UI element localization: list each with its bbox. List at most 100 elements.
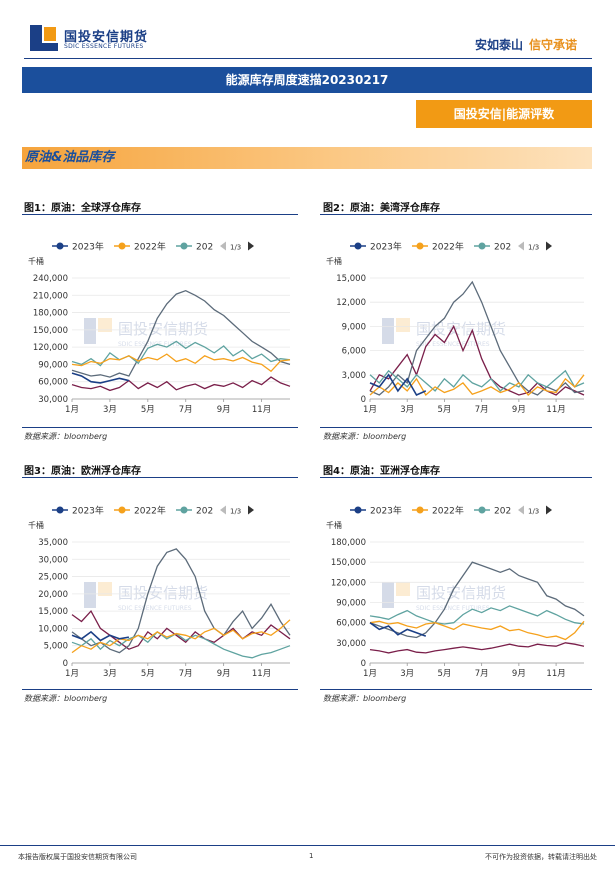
series-line-s2022 xyxy=(71,619,291,654)
x-tick-label: 9月 xyxy=(217,405,231,415)
x-tick-label: 7月 xyxy=(179,669,193,679)
series-line-s2023 xyxy=(369,373,427,397)
legend-next-icon xyxy=(248,241,254,251)
source-1-rule xyxy=(22,427,298,428)
figure-2-rule xyxy=(320,214,592,215)
series-line-s2021 xyxy=(71,631,291,659)
watermark-logo-icon xyxy=(382,582,394,608)
unit-label: 千桶 xyxy=(28,256,44,266)
series-line-s2019 xyxy=(71,376,291,392)
legend-marker xyxy=(478,506,486,514)
legend-label: 2023年 xyxy=(370,241,402,253)
watermark-logo-icon xyxy=(98,318,112,332)
footer-disclaimer: 不可作为投资依据，转载请注明出处 xyxy=(485,853,597,861)
series-line-s2020 xyxy=(71,548,291,654)
source-3-rule xyxy=(22,689,298,690)
y-tick-label: 20,000 xyxy=(38,590,68,600)
legend-pager: 1/3 xyxy=(230,508,241,516)
watermark: 国投安信期货 SDIC ESSENCE FUTURES xyxy=(382,318,506,348)
y-tick-label: 0 xyxy=(361,659,366,669)
series-line-s2020 xyxy=(369,280,585,396)
legend-prev-icon xyxy=(220,241,226,251)
watermark: 国投安信期货 SDIC ESSENCE FUTURES xyxy=(84,582,208,612)
y-tick-label: 90,000 xyxy=(38,360,68,370)
x-tick-label: 11月 xyxy=(252,405,271,415)
series-line-s2021 xyxy=(71,340,291,367)
legend-label: 202 xyxy=(196,243,213,253)
header-rule xyxy=(24,58,592,59)
watermark-text: 国投安信期货 xyxy=(118,320,208,338)
chart-usgulf-floating-storage: 国投安信期货 SDIC ESSENCE FUTURES 2023年 2022年 202 1… xyxy=(326,241,585,415)
watermark-logo-icon xyxy=(84,318,96,344)
x-tick-label: 5月 xyxy=(437,405,451,415)
chart-global-floating-storage: 国投安信期货 SDIC ESSENCE FUTURES 2023年 2022年 202 1… xyxy=(28,241,291,415)
source-2: 数据来源：bloomberg xyxy=(323,432,407,441)
watermark-logo-icon xyxy=(382,318,394,344)
chart-asia-floating-storage: 国投安信期货 SDIC ESSENCE FUTURES 2023年 2022年 202 1… xyxy=(326,505,585,679)
y-tick-label: 15,000 xyxy=(336,274,366,284)
y-tick-label: 25,000 xyxy=(38,573,68,583)
watermark-logo-icon xyxy=(84,582,96,608)
figure-4-title: 图4：原油：亚洲浮仓库存 xyxy=(323,466,440,477)
y-tick-label: 60,000 xyxy=(38,378,68,388)
figure-1-rule xyxy=(22,214,298,215)
legend-marker xyxy=(354,506,362,514)
x-tick-label: 1月 xyxy=(363,405,377,415)
legend-marker xyxy=(56,242,64,250)
x-tick-label: 5月 xyxy=(437,669,451,679)
x-tick-label: 9月 xyxy=(512,405,526,415)
legend-label: 2023年 xyxy=(72,241,104,253)
y-tick-label: 0 xyxy=(63,659,68,669)
source-3: 数据来源：bloomberg xyxy=(24,694,108,703)
x-tick-label: 9月 xyxy=(217,669,231,679)
y-tick-label: 210,000 xyxy=(33,291,68,301)
slogan-orange: 信守承诺 xyxy=(528,38,577,52)
footer-rule xyxy=(0,845,615,846)
series-line-s2021 xyxy=(369,605,585,625)
logo-english: SDIC ESSENCE FUTURES xyxy=(64,43,144,50)
watermark-text: 国投安信期货 xyxy=(416,584,506,602)
legend-prev-icon xyxy=(518,505,524,515)
watermark: 国投安信期货 SDIC ESSENCE FUTURES xyxy=(84,318,208,348)
watermark-text-en: SDIC ESSENCE FUTURES xyxy=(416,605,490,612)
legend-marker xyxy=(416,506,424,514)
page-number: 1 xyxy=(309,852,314,860)
source-1: 数据来源：bloomberg xyxy=(24,432,108,441)
figure-3-rule xyxy=(22,477,298,478)
series-line-s2022 xyxy=(369,620,585,641)
series-line-s2021 xyxy=(369,369,585,392)
y-tick-label: 30,000 xyxy=(38,395,68,405)
watermark-text-en: SDIC ESSENCE FUTURES xyxy=(416,341,490,348)
legend-prev-icon xyxy=(518,241,524,251)
series-line-s2022 xyxy=(369,374,585,397)
watermark-text-en: SDIC ESSENCE FUTURES xyxy=(118,605,192,612)
logo-name: 国投安信期货 xyxy=(64,30,149,45)
figure-2-title: 图2：原油：美湾浮仓库存 xyxy=(323,203,440,214)
y-tick-label: 0 xyxy=(361,395,366,405)
x-tick-label: 1月 xyxy=(363,669,377,679)
x-tick-label: 1月 xyxy=(65,669,79,679)
y-tick-label: 180,000 xyxy=(331,538,366,548)
y-tick-label: 5,000 xyxy=(44,642,68,652)
y-tick-label: 9,000 xyxy=(342,322,366,332)
x-tick-label: 11月 xyxy=(252,669,271,679)
legend-marker xyxy=(416,242,424,250)
legend-pager: 1/3 xyxy=(230,244,241,252)
legend-label: 2022年 xyxy=(134,241,166,253)
chart-europe-floating-storage: 国投安信期货 SDIC ESSENCE FUTURES 2023年 2022年 202 1… xyxy=(28,505,291,679)
y-tick-label: 150,000 xyxy=(33,326,68,336)
series-line-s2020 xyxy=(369,561,585,639)
y-tick-label: 120,000 xyxy=(331,578,366,588)
logo-icon xyxy=(30,25,58,51)
watermark-text-en: SDIC ESSENCE FUTURES xyxy=(118,341,192,348)
legend-label: 2022年 xyxy=(432,505,464,517)
y-tick-label: 30,000 xyxy=(38,555,68,565)
footer-copyright: 本报告版权属于国投安信期货有限公司 xyxy=(18,853,137,861)
y-tick-label: 12,000 xyxy=(336,298,366,308)
legend-marker xyxy=(180,506,188,514)
watermark-logo-icon xyxy=(396,582,410,596)
series-line-s2019 xyxy=(71,609,291,650)
x-tick-label: 11月 xyxy=(546,405,565,415)
x-tick-label: 7月 xyxy=(179,405,193,415)
y-tick-label: 3,000 xyxy=(342,371,366,381)
